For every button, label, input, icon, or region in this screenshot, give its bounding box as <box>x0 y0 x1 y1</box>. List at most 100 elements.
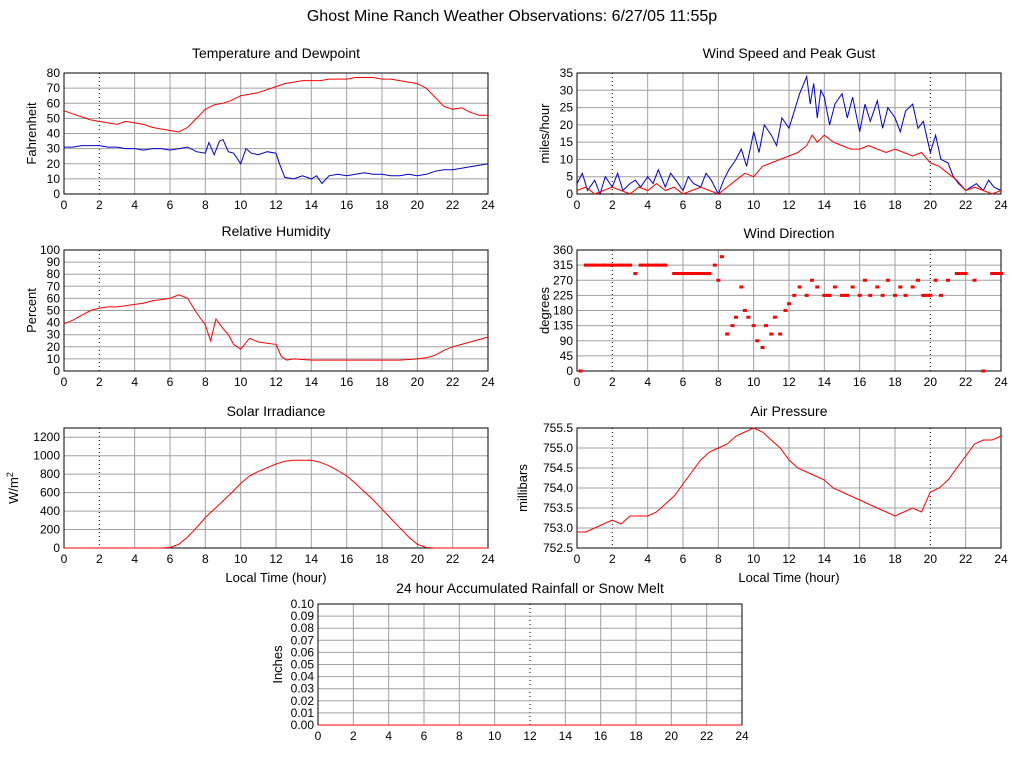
x-tick-label: 12 <box>523 729 537 743</box>
plot-frame <box>576 72 1002 195</box>
x-tick-label: 6 <box>680 375 687 389</box>
x-tick-label: 0 <box>315 729 322 743</box>
y-tick-label: 752.5 <box>543 541 573 555</box>
y-tick-label: 600 <box>40 486 60 500</box>
y-axis-label: millibars <box>515 464 530 512</box>
data-point <box>946 278 950 282</box>
y-tick-label: 225 <box>553 288 573 302</box>
data-point <box>981 369 986 373</box>
x-tick-label: 10 <box>488 729 502 743</box>
x-tick-label: 14 <box>818 375 832 389</box>
x-tick-label: 16 <box>853 198 867 212</box>
data-point <box>712 263 717 267</box>
y-tick-label: 755.0 <box>543 441 573 455</box>
x-tick-label: 24 <box>735 729 749 743</box>
x-tick-label: 16 <box>594 729 608 743</box>
y-tick-label: 0.00 <box>291 718 315 732</box>
data-point <box>719 255 724 259</box>
x-tick-label: 8 <box>715 375 722 389</box>
y-tick-label: 0.02 <box>291 694 315 708</box>
x-tick-label: 18 <box>375 375 389 389</box>
y-tick-label: 200 <box>40 523 60 537</box>
y-tick-label: 754.5 <box>543 461 573 475</box>
x-tick-label: 0 <box>61 375 68 389</box>
x-tick-label: 8 <box>715 552 722 566</box>
chart-title: Wind Direction <box>743 225 834 241</box>
y-tick-label: 800 <box>40 467 60 481</box>
x-tick-label: 14 <box>305 198 319 212</box>
x-tick-label: 4 <box>131 552 138 566</box>
x-tick-label: 8 <box>715 198 722 212</box>
data-point <box>850 285 855 289</box>
y-tick-label: 0 <box>53 187 60 201</box>
chart-title: Relative Humidity <box>222 223 331 239</box>
x-tick-label: 18 <box>888 552 902 566</box>
y-tick-label: 20 <box>47 340 61 354</box>
y-tick-label: 5 <box>566 170 573 184</box>
y-tick-label: 90 <box>560 334 574 348</box>
x-tick-label: 8 <box>202 552 209 566</box>
page-title: Ghost Mine Ranch Weather Observations: 6… <box>306 8 718 25</box>
x-tick-label: 2 <box>609 552 616 566</box>
x-tick-label: 18 <box>888 198 902 212</box>
data-point <box>764 324 769 328</box>
y-axis-label-superscript: 2 <box>5 472 15 477</box>
data-point <box>578 369 583 373</box>
x-tick-label: 16 <box>340 375 354 389</box>
chart-rain: 24 hour Accumulated Rainfall or Snow Mel… <box>270 580 749 743</box>
data-point <box>746 315 751 319</box>
x-tick-label: 6 <box>421 729 428 743</box>
plot-frame <box>576 249 1002 372</box>
y-axis-label: miles/hour <box>537 103 552 164</box>
y-axis-label: degrees <box>537 287 552 334</box>
x-tick-label: 2 <box>609 198 616 212</box>
y-axis-label: Inches <box>270 645 285 684</box>
chart-title: Temperature and Dewpoint <box>192 45 360 61</box>
x-tick-label: 0 <box>574 198 581 212</box>
x-tick-label: 22 <box>959 552 973 566</box>
y-tick-label: 753.5 <box>543 501 573 515</box>
data-point <box>875 285 880 289</box>
y-tick-label: 50 <box>47 304 61 318</box>
y-tick-label: 0 <box>566 364 573 378</box>
data-point <box>862 278 867 282</box>
x-tick-label: 14 <box>818 198 832 212</box>
x-tick-label: 18 <box>375 198 389 212</box>
y-tick-label: 0.07 <box>291 633 315 647</box>
x-tick-label: 4 <box>131 198 138 212</box>
x-tick-label: 20 <box>924 552 938 566</box>
y-tick-label: 0.05 <box>291 658 315 672</box>
x-tick-label: 24 <box>994 198 1008 212</box>
data-point <box>938 293 943 297</box>
y-tick-label: 60 <box>47 96 61 110</box>
x-tick-label: 20 <box>411 375 425 389</box>
data-point <box>792 293 797 297</box>
x-tick-label: 24 <box>481 375 495 389</box>
x-tick-label: 8 <box>456 729 463 743</box>
y-tick-label: 100 <box>40 243 60 257</box>
y-axis-label: W/m2 <box>5 472 21 504</box>
x-tick-label: 14 <box>305 375 319 389</box>
y-tick-label: 35 <box>560 66 574 80</box>
data-point <box>769 332 774 336</box>
x-tick-label: 22 <box>959 198 973 212</box>
series-line-1 <box>576 134 1002 195</box>
y-tick-label: 80 <box>47 267 61 281</box>
x-tick-label: 2 <box>96 375 103 389</box>
y-axis-label: Fahrenheit <box>24 102 39 165</box>
y-tick-label: 753.0 <box>543 521 573 535</box>
x-tick-label: 4 <box>644 552 651 566</box>
series-line-1 <box>64 138 489 185</box>
x-tick-label: 12 <box>782 198 796 212</box>
x-tick-label: 12 <box>269 552 283 566</box>
x-tick-label: 24 <box>994 552 1008 566</box>
x-tick-label: 22 <box>700 729 714 743</box>
y-tick-label: 40 <box>47 316 61 330</box>
x-axis-label: Local Time (hour) <box>225 570 326 585</box>
y-tick-label: 0.06 <box>291 645 315 659</box>
data-point <box>772 315 777 319</box>
